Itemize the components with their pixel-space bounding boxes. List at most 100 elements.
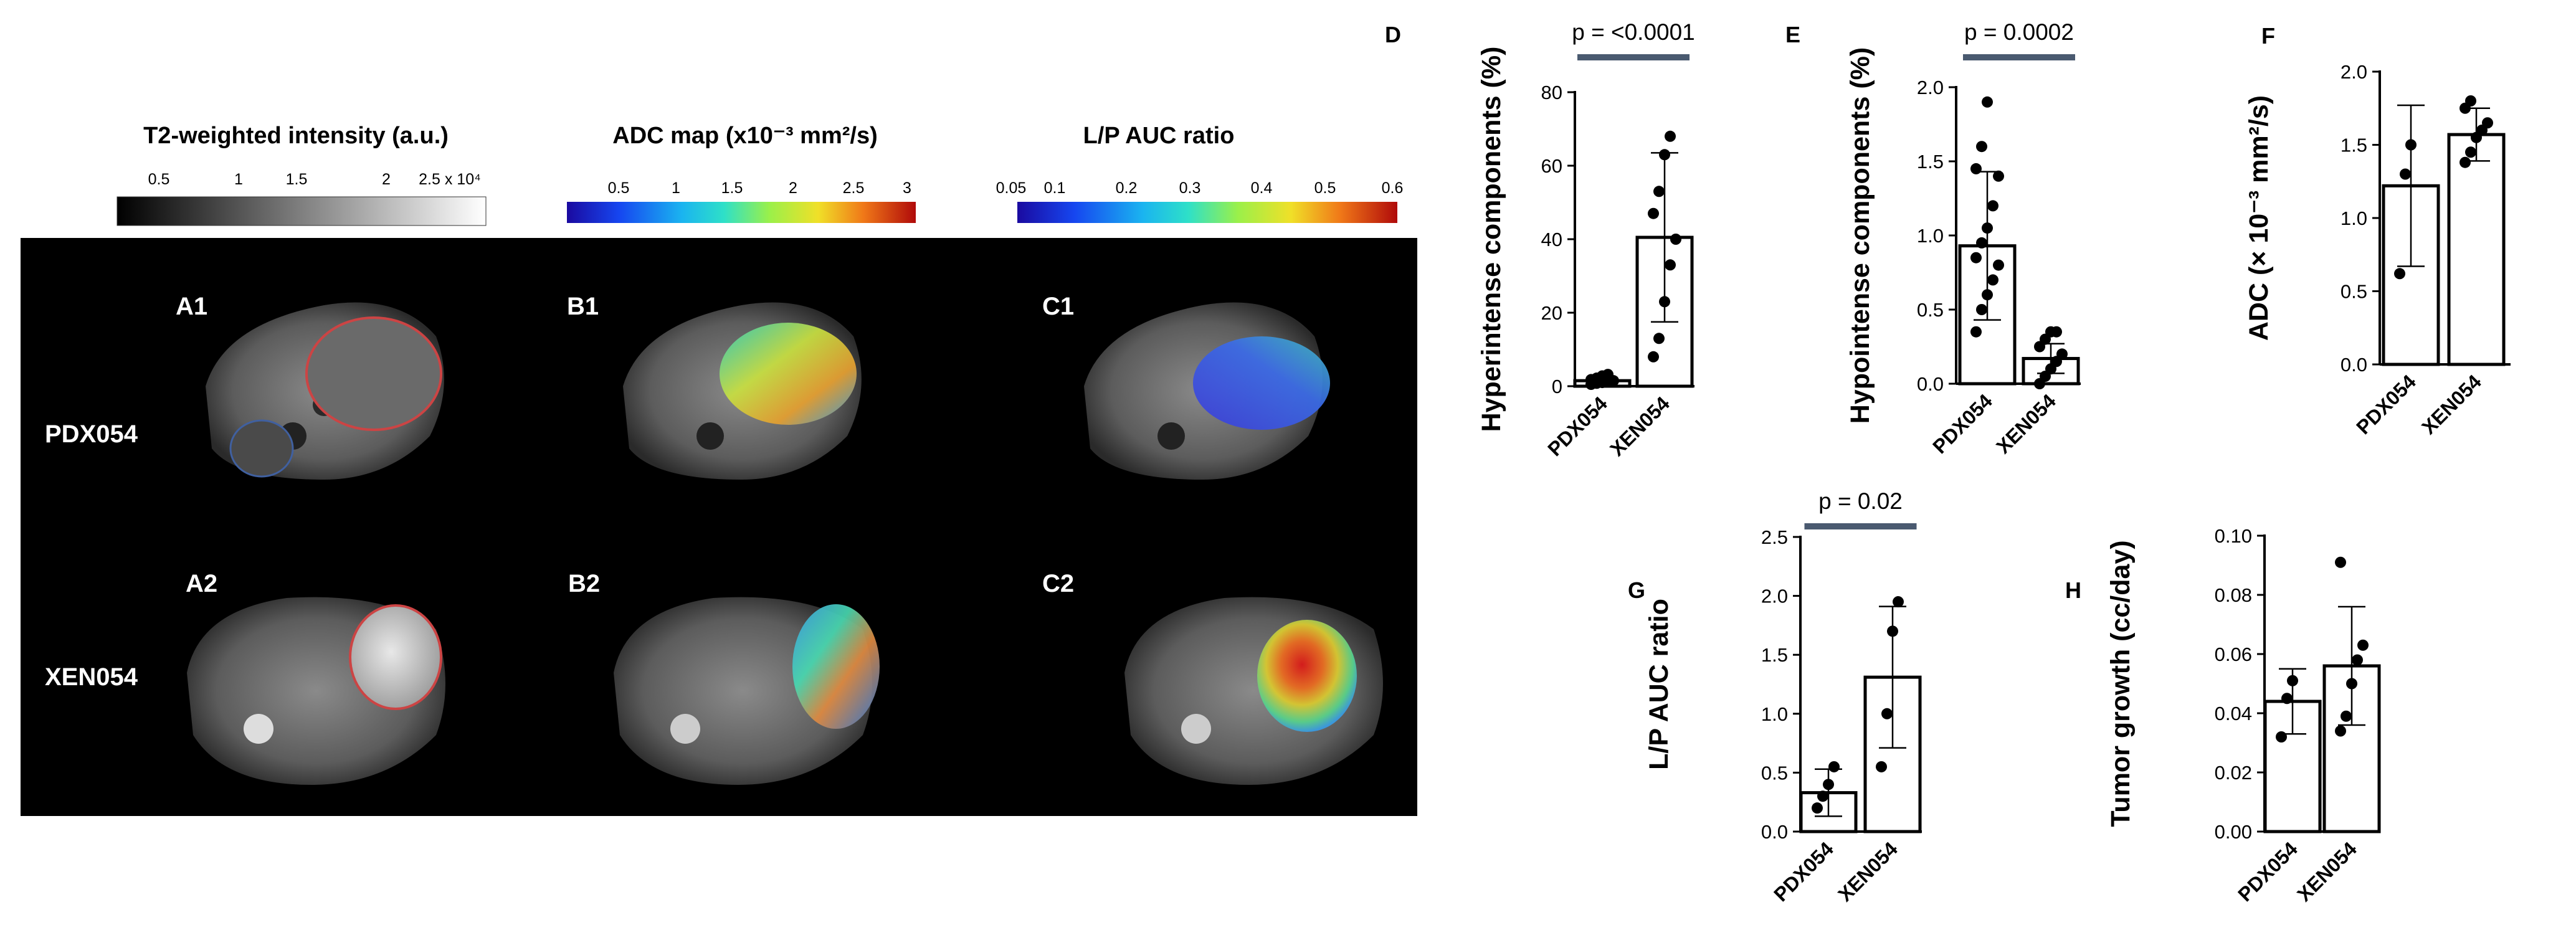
data-point (2352, 654, 2363, 666)
colorbar-t2-gradient (116, 196, 487, 226)
colorbar-tick: 0.3 (1179, 179, 1201, 197)
data-point (2341, 710, 2352, 722)
colorbar-adc: ADC map (x10⁻³ mm²/s) 0.5 1 1.5 2 2.5 3 (567, 123, 916, 223)
colorbar-tick: 0.05 (996, 179, 1027, 197)
x-tick-label: XEN054 (2293, 837, 2361, 906)
data-point (2405, 139, 2417, 151)
bar (2447, 133, 2506, 366)
y-tick-label: 1.0 (1761, 703, 1788, 725)
data-point (2051, 326, 2062, 338)
data-point (2276, 731, 2287, 743)
colorbar-lp: L/P AUC ratio 0.05 0.1 0.2 0.3 0.4 0.5 0… (996, 123, 1404, 223)
y-tick-label: 40 (1541, 229, 1562, 250)
data-point (2400, 168, 2411, 180)
colorbar-t2-title: T2-weighted intensity (a.u.) (143, 123, 449, 149)
row-label-pdx054: PDX054 (45, 420, 138, 448)
y-tick-label: 1.0 (1917, 225, 1944, 247)
y-tick-label: 1.0 (2341, 207, 2367, 229)
data-point (1993, 170, 2004, 182)
data-point (2287, 675, 2298, 686)
colorbar-tick: 0.5 (1314, 179, 1336, 197)
chart-g: GL/P AUC ratio 0.0 0.5 1.0 1.5 2.0 2.5 PDX054XE… (1628, 488, 1922, 906)
data-point (1653, 186, 1665, 197)
chart-letter: G (1628, 577, 1645, 603)
data-point (1976, 141, 1987, 153)
y-axis-label: ADC (× 10⁻³ mm²/s) (2244, 95, 2274, 341)
colorbar-lp-title: L/P AUC ratio (1083, 123, 1235, 149)
bar (1863, 675, 1922, 833)
x-tick-label: XEN054 (1833, 837, 1902, 906)
panel-label-c2: C2 (1042, 570, 1074, 597)
bar-charts: D Hyperintense components (%) 0 20 40 60 80 PDX… (1385, 19, 2511, 906)
colorbar-tick: 0.6 (1382, 179, 1404, 197)
colorbar-adc-title: ADC map (x10⁻³ mm²/s) (612, 123, 877, 149)
panel-label-b2: B2 (568, 570, 600, 597)
y-tick-label: 2.5 (1761, 526, 1788, 548)
data-point (2482, 117, 2493, 129)
colorbar-tick: 3 (903, 179, 911, 197)
data-point (1817, 790, 1828, 802)
chart-letter: F (2261, 23, 2275, 49)
mri-slice-b2 (614, 597, 880, 785)
colorbar-adc-gradient (567, 202, 916, 223)
mri-slice-a1 (206, 302, 444, 480)
data-point (1881, 708, 1893, 719)
x-tick-label: PDX054 (1928, 389, 1997, 458)
y-tick-label: 0.00 (2215, 821, 2252, 843)
y-tick-label: 0.5 (1917, 299, 1944, 321)
data-point (1893, 596, 1904, 608)
panel-label-b1: B1 (567, 293, 599, 320)
x-tick-label: XEN054 (1605, 392, 1674, 460)
colorbar-tick: 2.5 (843, 179, 865, 197)
data-point (2357, 639, 2369, 651)
data-point (1876, 761, 1887, 772)
data-point (1670, 234, 1681, 245)
y-tick-label: 2.0 (2341, 61, 2367, 83)
colorbar-tick: 1.5 (721, 179, 743, 197)
bar (2322, 664, 2381, 833)
data-point (1648, 207, 1659, 219)
data-point (2346, 678, 2357, 690)
y-tick-label: 20 (1541, 302, 1562, 324)
data-point (1812, 802, 1823, 814)
row-label-xen054: XEN054 (45, 663, 138, 691)
p-value-label: p = 0.02 (1818, 488, 1903, 514)
y-tick-label: 0.5 (2341, 281, 2367, 303)
data-point (1887, 625, 1898, 637)
colorbar-tick: 1 (234, 171, 243, 188)
colorbar-lp-gradient (1017, 202, 1397, 223)
y-tick-label: 2.0 (1917, 77, 1944, 98)
colorbar-tick: 0.5 (148, 171, 170, 188)
data-point (1976, 237, 1987, 249)
mri-slice-a2 (187, 597, 445, 785)
data-point (1970, 252, 1982, 263)
colorbar-tick: 2 (382, 171, 391, 188)
data-point (1659, 296, 1670, 308)
colorbar-tick: 0.5 (608, 179, 630, 197)
chart-d: D Hyperintense components (%) 0 20 40 60 80 PDX… (1385, 19, 1695, 460)
y-tick-label: 80 (1541, 82, 1562, 103)
data-point (2465, 95, 2476, 107)
data-point (1987, 200, 1999, 212)
y-tick-label: 60 (1541, 155, 1562, 177)
colorbar-tick: 0.4 (1251, 179, 1273, 197)
y-tick-label: 0.08 (2215, 584, 2252, 606)
chart-letter: D (1385, 22, 1401, 47)
mri-slice-c2 (1124, 597, 1383, 785)
data-point (1982, 289, 1993, 301)
chart-e: E Hypointense components (%) 0.0 0.5 1.0 1.5 2… (1785, 19, 2081, 458)
y-tick-label: 0.02 (2215, 762, 2252, 784)
y-axis-label: Hypointense components (%) (1845, 47, 1875, 424)
y-axis-label: Hyperintense components (%) (1476, 47, 1506, 432)
colorbar-t2: T2-weighted intensity (a.u.) 0.5 1 1.5 2… (116, 123, 487, 226)
chart-letter: H (2065, 577, 2081, 603)
chart-letter: E (1785, 22, 1800, 47)
colorbar-tick: 2 (789, 179, 797, 197)
data-point (1665, 259, 1676, 271)
data-point (1982, 96, 1993, 108)
chart-f: F ADC (× 10⁻³ mm²/s) 0.0 0.5 1.0 1.5 2.0 PDX054… (2244, 23, 2511, 439)
data-point (1828, 761, 1840, 772)
x-tick-label: XEN054 (1992, 389, 2060, 458)
data-point (2335, 725, 2346, 737)
